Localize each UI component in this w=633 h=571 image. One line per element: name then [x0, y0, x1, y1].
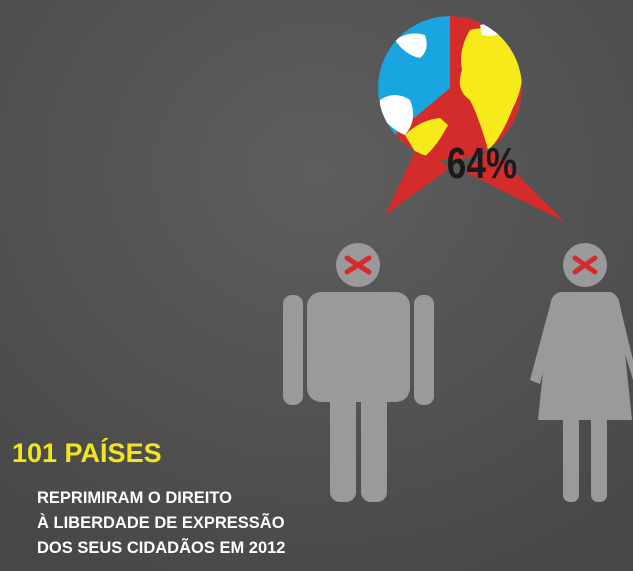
globe-label: 64%	[447, 139, 517, 188]
subtext-line: REPRIMIRAM O DIREITO	[37, 489, 232, 507]
subtext-line: À LIBERDADE DE EXPRESSÃO	[37, 512, 285, 532]
gag-mark	[344, 255, 372, 275]
gag-mark	[572, 255, 598, 275]
globe-bubble: 64%	[378, 16, 565, 222]
subtext-line: DOS SEUS CIDADÃOS EM 2012	[37, 537, 285, 557]
headline: 101 PAÍSES	[12, 437, 162, 468]
man-figure	[283, 243, 434, 502]
woman-figure	[530, 243, 633, 502]
